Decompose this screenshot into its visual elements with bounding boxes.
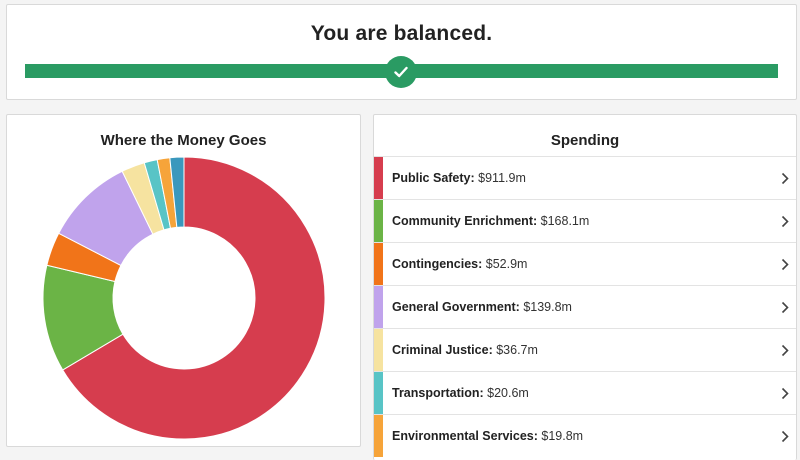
category-swatch — [374, 157, 383, 199]
chevron-right-icon — [781, 387, 789, 400]
category-amount: $52.9m — [485, 257, 528, 271]
balance-panel: You are balanced. — [6, 4, 797, 100]
category-name: Transportation: — [392, 386, 484, 400]
category-amount: $19.8m — [541, 429, 584, 443]
donut-chart — [42, 156, 326, 440]
spending-list: Public Safety: $911.9m Community Enrichm… — [374, 156, 796, 457]
spending-row-transportation[interactable]: Transportation: $20.6m — [374, 371, 796, 414]
category-swatch — [374, 286, 383, 328]
chevron-right-icon — [781, 215, 789, 228]
checkmark-icon — [385, 56, 417, 88]
category-amount: $36.7m — [496, 343, 538, 357]
category-amount: $20.6m — [487, 386, 529, 400]
chevron-right-icon — [781, 172, 789, 185]
category-name: General Government: — [392, 300, 520, 314]
balance-status-title: You are balanced. — [310, 22, 493, 45]
chevron-right-icon — [781, 301, 789, 314]
category-name: Criminal Justice: — [392, 343, 493, 357]
chevron-right-icon — [781, 430, 789, 443]
category-swatch — [374, 329, 383, 371]
chart-title: Where the Money Goes — [100, 132, 267, 149]
donut-slice-public-safety[interactable] — [62, 156, 326, 440]
spending-row-public-safety[interactable]: Public Safety: $911.9m — [374, 156, 796, 199]
category-swatch — [374, 415, 383, 457]
spending-panel: Spending Public Safety: $911.9m Communit… — [373, 114, 797, 460]
category-amount: $139.8m — [523, 300, 572, 314]
category-amount: $168.1m — [540, 214, 590, 228]
category-name: Community Enrichment: — [392, 214, 538, 228]
spending-row-environmental-services[interactable]: Environmental Services: $19.8m — [374, 414, 796, 457]
category-swatch — [374, 243, 383, 285]
spending-row-general-government[interactable]: General Government: $139.8m — [374, 285, 796, 328]
category-amount: $911.9m — [478, 171, 526, 185]
spending-row-community-enrichment[interactable]: Community Enrichment: $168.1m — [374, 199, 796, 242]
spending-row-criminal-justice[interactable]: Criminal Justice: $36.7m — [374, 328, 796, 371]
category-name: Contingencies: — [392, 257, 483, 271]
chevron-right-icon — [781, 344, 789, 357]
category-swatch — [374, 372, 383, 414]
spending-row-contingencies[interactable]: Contingencies: $52.9m — [374, 242, 796, 285]
category-swatch — [374, 200, 383, 242]
donut-slice-other[interactable] — [169, 156, 185, 228]
chevron-right-icon — [781, 258, 789, 271]
chart-panel: Where the Money Goes — [6, 114, 361, 447]
category-name: Environmental Services: — [392, 429, 538, 443]
category-name: Public Safety: — [392, 171, 475, 185]
spending-title: Spending — [550, 132, 620, 149]
